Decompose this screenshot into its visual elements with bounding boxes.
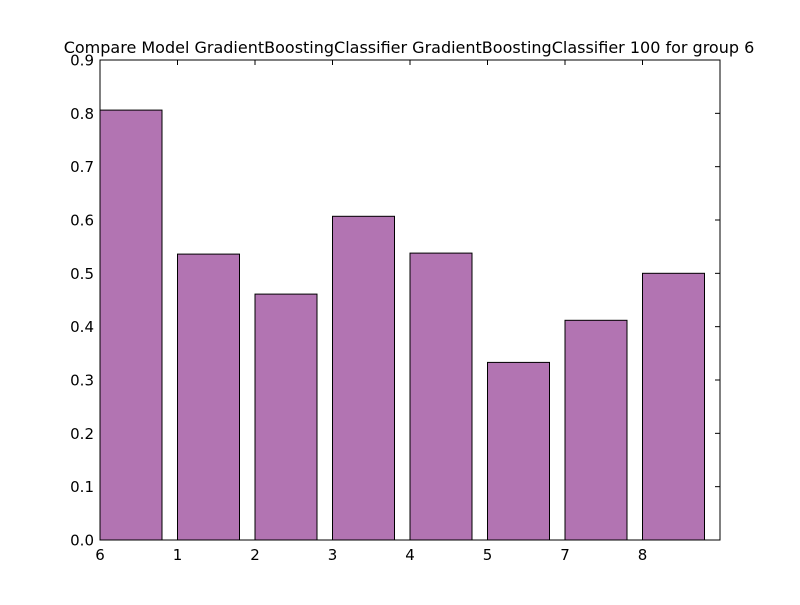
plot-area-frame	[99, 59, 721, 541]
y-tick-label: 0.6	[70, 212, 94, 230]
y-tick-label: 0.1	[70, 478, 94, 496]
bar-2	[254, 293, 318, 541]
x-tick-label: 7	[560, 546, 570, 564]
bar-4	[409, 252, 473, 541]
bar-3	[332, 215, 395, 541]
x-tick-label: 3	[328, 546, 338, 564]
chart-title: Compare Model GradientBoostingClassifier…	[64, 38, 755, 57]
x-tick-label: 1	[173, 546, 183, 564]
y-tick-label: 0.2	[70, 425, 94, 443]
bar-1	[177, 253, 240, 541]
y-tick-label: 0.9	[70, 52, 94, 70]
y-tick-label: 0.5	[70, 265, 94, 283]
bar-6	[99, 109, 163, 541]
x-tick-label: 8	[638, 546, 648, 564]
x-tick-label: 4	[405, 546, 415, 564]
x-tick-label: 5	[483, 546, 493, 564]
bar-5	[487, 361, 550, 541]
y-tick-label: 0.8	[70, 105, 94, 123]
bar-7	[564, 319, 628, 541]
bar-8	[642, 272, 705, 541]
y-tick-label: 0.7	[70, 158, 94, 176]
x-tick-label: 6	[95, 546, 105, 564]
bar-series	[99, 109, 705, 541]
x-tick-label: 2	[250, 546, 260, 564]
y-tick-label: 0.0	[70, 532, 94, 550]
y-tick-label: 0.4	[70, 318, 94, 336]
y-tick-label: 0.3	[70, 372, 94, 390]
